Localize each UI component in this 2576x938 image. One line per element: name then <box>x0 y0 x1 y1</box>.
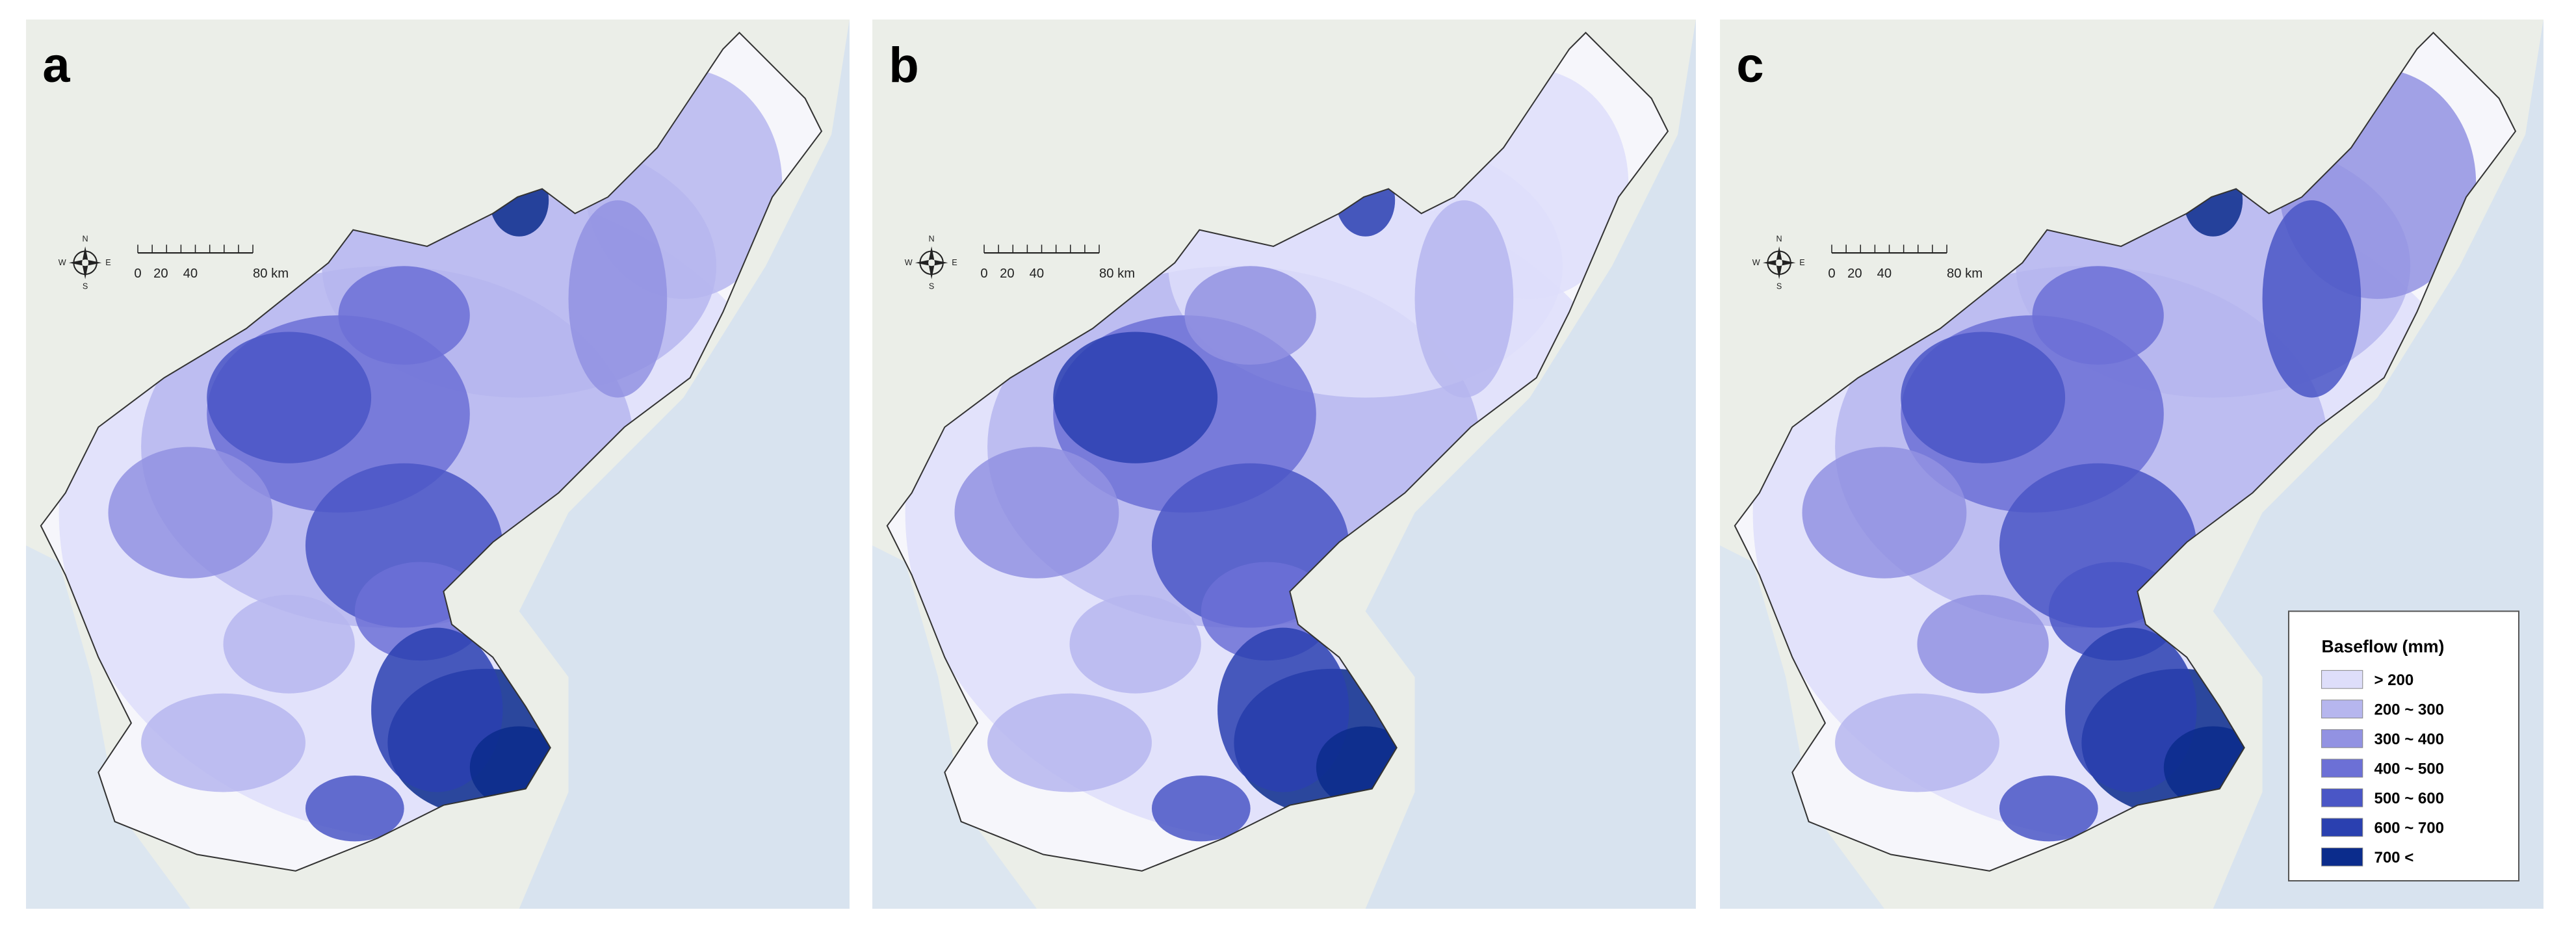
legend-swatch <box>2321 699 2363 719</box>
compass-letter: S <box>929 282 934 291</box>
scale-label: 80 km <box>1947 267 1983 281</box>
baseflow-area <box>2262 200 2361 398</box>
compass-letter: N <box>929 234 935 243</box>
baseflow-area <box>568 200 668 398</box>
baseflow-area <box>1802 447 1967 579</box>
compass-letter: S <box>1776 282 1782 291</box>
baseflow-area <box>223 595 355 694</box>
country <box>40 33 822 871</box>
scale-label: 20 <box>1847 267 1862 281</box>
border <box>40 31 823 872</box>
scale-label: 0 <box>1828 267 1835 281</box>
panel-label: c <box>1736 38 1763 93</box>
legend-swatch <box>2321 818 2363 837</box>
map-panel: c N S E W 0 20 40 80 km Baseflow (mm) > 200 200 ~ 3… <box>1720 20 2543 909</box>
legend-label: 500 ~ 600 <box>2374 790 2444 807</box>
legend-label: 200 ~ 300 <box>2374 701 2444 719</box>
baseflow-area <box>1414 200 1514 398</box>
baseflow-area <box>1917 595 2049 694</box>
scale-label: 80 km <box>1099 267 1135 281</box>
legend-label: 700 < <box>2374 849 2413 866</box>
baseflow-area <box>1217 627 1349 792</box>
baseflow-area <box>2065 627 2197 792</box>
baseflow-area <box>1151 775 1251 842</box>
baseflow-area <box>1053 332 1218 463</box>
compass-letter: N <box>83 234 88 243</box>
baseflow-area <box>1184 266 1316 365</box>
scale-label: 40 <box>1030 267 1045 281</box>
scale-label: 40 <box>1877 267 1892 281</box>
baseflow-area <box>1901 332 2066 463</box>
border <box>886 31 1669 872</box>
legend-label: > 200 <box>2374 671 2413 689</box>
legend-swatch <box>2321 847 2363 866</box>
compass-letter: E <box>1799 258 1804 267</box>
map-panel: b N S E W 0 20 40 80 km <box>872 20 1696 909</box>
legend-label: 300 ~ 400 <box>2374 731 2444 748</box>
panel-label: b <box>889 38 918 93</box>
legend-swatch <box>2321 788 2363 807</box>
compass-letter: W <box>905 258 913 267</box>
legend-swatch <box>2321 729 2363 748</box>
baseflow-area <box>338 266 470 365</box>
baseflow-area <box>1999 775 2098 842</box>
compass-letter: W <box>1752 258 1760 267</box>
compass-letter: N <box>1776 234 1782 243</box>
compass <box>68 246 102 280</box>
compass-letter: W <box>59 258 66 267</box>
legend-label: 600 ~ 700 <box>2374 820 2444 837</box>
sea <box>1365 20 1696 909</box>
sea <box>1720 545 1884 909</box>
scale-label: 0 <box>980 267 987 281</box>
compass <box>1762 246 1796 280</box>
map-panel: a N S E W 0 20 40 80 km <box>26 20 850 909</box>
baseflow-area <box>2032 266 2164 365</box>
baseflow-area <box>305 775 404 842</box>
baseflow-area <box>1835 693 1999 792</box>
scale-label: 40 <box>183 267 198 281</box>
compass-letter: S <box>83 282 88 291</box>
baseflow-area <box>954 447 1119 579</box>
baseflow-area <box>1069 595 1201 694</box>
scale-label: 20 <box>153 267 168 281</box>
compass-letter: E <box>952 258 957 267</box>
baseflow-area <box>207 332 372 463</box>
baseflow-area <box>108 447 273 579</box>
legend-label: 400 ~ 500 <box>2374 761 2444 778</box>
compass <box>915 246 948 280</box>
legend-swatch <box>2321 670 2363 689</box>
scale-label: 20 <box>1000 267 1015 281</box>
scale-label: 0 <box>134 267 141 281</box>
panel-label: a <box>42 38 70 93</box>
baseflow-area <box>987 693 1152 792</box>
border <box>1734 31 2517 872</box>
sea <box>519 20 850 909</box>
baseflow-area <box>141 693 306 792</box>
sea <box>26 545 190 909</box>
compass-letter: E <box>105 258 111 267</box>
legend-swatch <box>2321 759 2363 778</box>
baseflow-area <box>371 627 503 792</box>
sea <box>872 545 1037 909</box>
scale-label: 80 km <box>253 267 289 281</box>
legend-title: Baseflow (mm) <box>2322 637 2445 657</box>
